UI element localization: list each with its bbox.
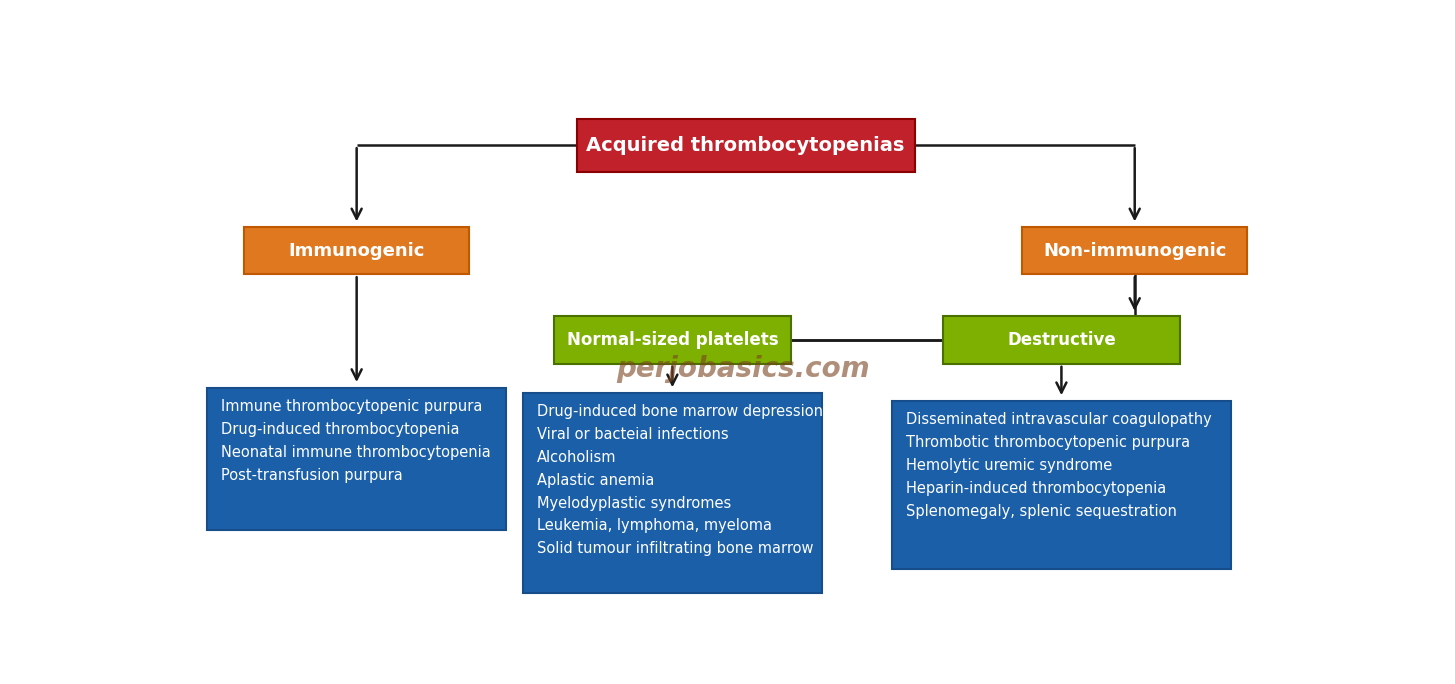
FancyBboxPatch shape (1021, 227, 1247, 274)
FancyBboxPatch shape (576, 119, 915, 172)
Text: Acquired thrombocytopenias: Acquired thrombocytopenias (586, 136, 905, 155)
Text: perjobasics.com: perjobasics.com (615, 355, 870, 383)
FancyBboxPatch shape (554, 317, 792, 364)
Text: Normal-sized platelets: Normal-sized platelets (566, 331, 778, 349)
FancyBboxPatch shape (522, 393, 822, 593)
Text: Drug-induced bone marrow depression
Viral or bacteial infections
Alcoholism
Apla: Drug-induced bone marrow depression Vira… (537, 404, 822, 556)
FancyBboxPatch shape (943, 317, 1180, 364)
Text: Non-immunogenic: Non-immunogenic (1043, 241, 1227, 260)
FancyBboxPatch shape (244, 227, 470, 274)
FancyBboxPatch shape (892, 401, 1231, 569)
Text: Immune thrombocytopenic purpura
Drug-induced thrombocytopenia
Neonatal immune th: Immune thrombocytopenic purpura Drug-ind… (221, 399, 490, 482)
Text: Destructive: Destructive (1007, 331, 1116, 349)
Text: Disseminated intravascular coagulopathy
Thrombotic thrombocytopenic purpura
Hemo: Disseminated intravascular coagulopathy … (906, 412, 1212, 518)
FancyBboxPatch shape (207, 388, 506, 530)
Text: Immunogenic: Immunogenic (288, 241, 425, 260)
